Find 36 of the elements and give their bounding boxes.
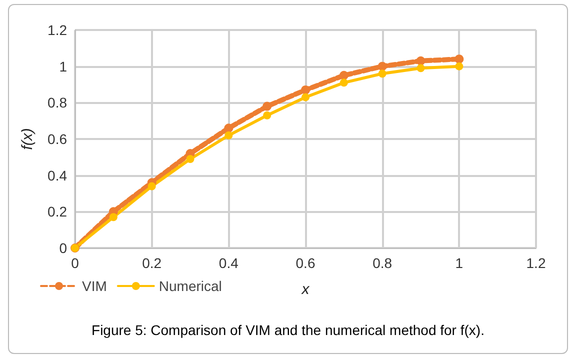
legend-label: VIM bbox=[82, 278, 107, 294]
point bbox=[148, 182, 156, 190]
point bbox=[378, 62, 387, 71]
point bbox=[339, 70, 348, 80]
point bbox=[109, 213, 118, 222]
caption: Figure 5: Comparison of VIM and the numerical method for f(x). bbox=[90, 322, 486, 338]
y-tick-label: 1.2 bbox=[48, 22, 68, 38]
x-tick-label: 0.4 bbox=[218, 255, 239, 271]
y-tick-label: 0.6 bbox=[48, 131, 68, 147]
x-axis-title: x bbox=[300, 281, 310, 298]
y-axis-title: f(x) bbox=[19, 128, 36, 150]
y-tick-label: 0.2 bbox=[48, 204, 68, 220]
x-tick-label: 0.2 bbox=[142, 255, 162, 271]
point bbox=[340, 78, 348, 87]
x-tick-label: 0.6 bbox=[296, 255, 316, 271]
x-tick-label: 0.8 bbox=[372, 255, 392, 271]
x-tick-label: 1 bbox=[455, 255, 464, 271]
y-tick-label: 0.4 bbox=[48, 167, 68, 184]
y-tick-label: 0 bbox=[59, 240, 68, 256]
point bbox=[454, 54, 464, 64]
y-tick-label: 1 bbox=[59, 58, 68, 74]
x-tick-label: 0 bbox=[71, 255, 80, 271]
point bbox=[224, 124, 234, 133]
legend-label: Numerical bbox=[158, 278, 222, 294]
point bbox=[186, 154, 194, 163]
point bbox=[224, 131, 233, 140]
point bbox=[302, 93, 310, 102]
point bbox=[416, 64, 425, 72]
point bbox=[301, 85, 310, 94]
point bbox=[263, 111, 272, 120]
y-tick-label: 0.8 bbox=[48, 94, 68, 111]
point bbox=[262, 102, 272, 111]
point bbox=[416, 56, 426, 66]
point bbox=[455, 62, 464, 70]
x-tick-label: 1.2 bbox=[526, 255, 546, 271]
point bbox=[378, 70, 386, 78]
